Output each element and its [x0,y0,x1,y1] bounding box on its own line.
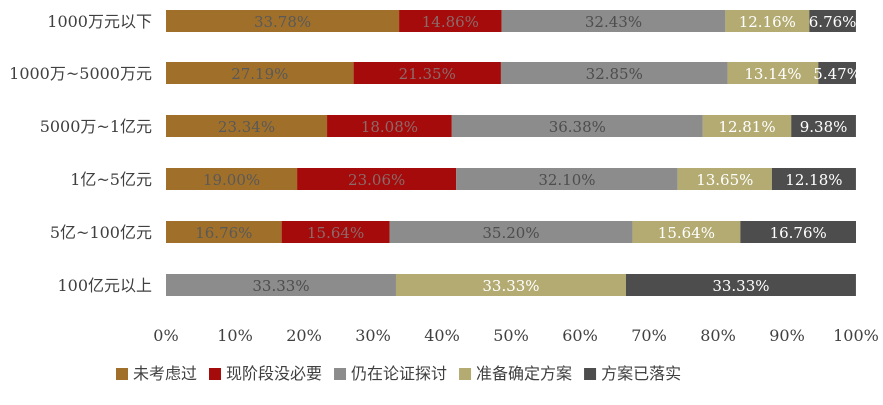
bar-value-label: 15.64% [307,224,364,242]
bar-value-label: 33.33% [712,277,769,295]
bar-value-label: 35.20% [482,224,539,242]
x-tick-label: 80% [700,326,736,345]
category-label: 1000万元以下 [47,12,152,31]
x-axis-ticks: 0% 10% 20% 30% 40% 50% 60% 70% 80% 90% 100% [153,326,879,345]
bar-segment [500,62,728,84]
bar-value-label: 12.18% [785,171,842,189]
bar-value-label: 9.38% [800,118,848,136]
bar-value-label: 12.16% [739,13,796,31]
bar-segment [771,168,856,190]
legend-label: 未考虑过 [133,364,197,383]
bar-value-label: 15.64% [658,224,715,242]
legend-swatch [209,368,222,380]
bar-value-label: 6.76% [809,13,857,31]
x-tick-label: 0% [153,326,178,345]
x-tick-label: 40% [424,326,460,345]
bar-segment [740,221,856,243]
bar-segment [625,274,856,296]
bar-segment [809,10,856,32]
bar-segment [818,62,856,84]
bar-segment [327,115,452,137]
legend-swatch [584,368,597,380]
bar-value-label: 33.33% [252,277,309,295]
bar-value-label: 23.06% [348,171,405,189]
bar-segment [389,221,633,243]
bar-value-label: 36.38% [549,118,606,136]
bar-segment [456,168,678,190]
bar-segment [281,221,390,243]
legend-label: 方案已落实 [601,364,681,383]
bar-segment [702,115,792,137]
bar-value-label: 13.14% [744,65,801,83]
bar-segment [725,10,810,32]
bar-value-label: 19.00% [203,171,260,189]
legend-label: 仍在论证探讨 [351,364,447,383]
bar-value-label: 23.34% [218,118,275,136]
bar-value-label: 5.47% [813,65,861,83]
legend: 未考虑过 现阶段没必要 仍在论证探讨 准备确定方案 方案已落实 [116,364,681,383]
bar-segment [353,62,501,84]
value-labels: 33.78% 14.86% 32.43% 12.16% 6.76% 27.19% 21.35… [195,13,861,295]
bar-value-label: 33.78% [254,13,311,31]
category-label: 1000万~5000万元 [9,64,152,83]
bar-segment [399,10,502,32]
bar-value-label: 32.85% [586,65,643,83]
bar-value-label: 14.86% [422,13,479,31]
category-label: 5亿~100亿元 [50,223,152,242]
x-tick-label: 20% [286,326,322,345]
x-tick-label: 100% [833,326,879,345]
bar-value-label: 32.43% [585,13,642,31]
bars [166,10,856,296]
bar-segment [166,10,400,32]
x-tick-label: 70% [631,326,667,345]
bar-segment [166,221,282,243]
bar-value-label: 13.65% [696,171,753,189]
category-label: 5000万~1亿元 [40,117,152,136]
category-label: 1亿~5亿元 [70,170,152,189]
x-tick-label: 60% [562,326,598,345]
bar-segment [791,115,856,137]
bar-segment [632,221,741,243]
legend-swatch [334,368,347,380]
x-tick-label: 30% [355,326,391,345]
bar-segment [451,115,703,137]
bar-segment [297,168,457,190]
legend-swatch [116,368,128,380]
x-tick-label: 90% [769,326,805,345]
bar-value-label: 32.10% [538,171,595,189]
bar-segment [166,62,354,84]
bar-segment [501,10,726,32]
x-tick-label: 10% [217,326,253,345]
legend-label: 现阶段没必要 [226,364,322,383]
category-labels: 1000万元以下 1000万~5000万元 5000万~1亿元 1亿~5亿元 5亿~10… [9,12,152,295]
bar-segment [727,62,819,84]
legend-swatch [459,368,472,380]
bar-value-label: 33.33% [482,277,539,295]
category-label: 100亿元以上 [57,276,152,295]
legend-label: 准备确定方案 [476,364,572,383]
bar-value-label: 18.08% [361,118,418,136]
bar-segment [166,274,396,296]
bar-segment [677,168,772,190]
x-tick-label: 50% [493,326,529,345]
bar-value-label: 12.81% [718,118,775,136]
bar-segment [166,115,328,137]
bar-value-label: 16.76% [195,224,252,242]
bar-value-label: 21.35% [399,65,456,83]
bar-value-label: 16.76% [770,224,827,242]
bar-value-label: 27.19% [231,65,288,83]
bar-segment [166,168,298,190]
bar-segment [395,274,626,296]
